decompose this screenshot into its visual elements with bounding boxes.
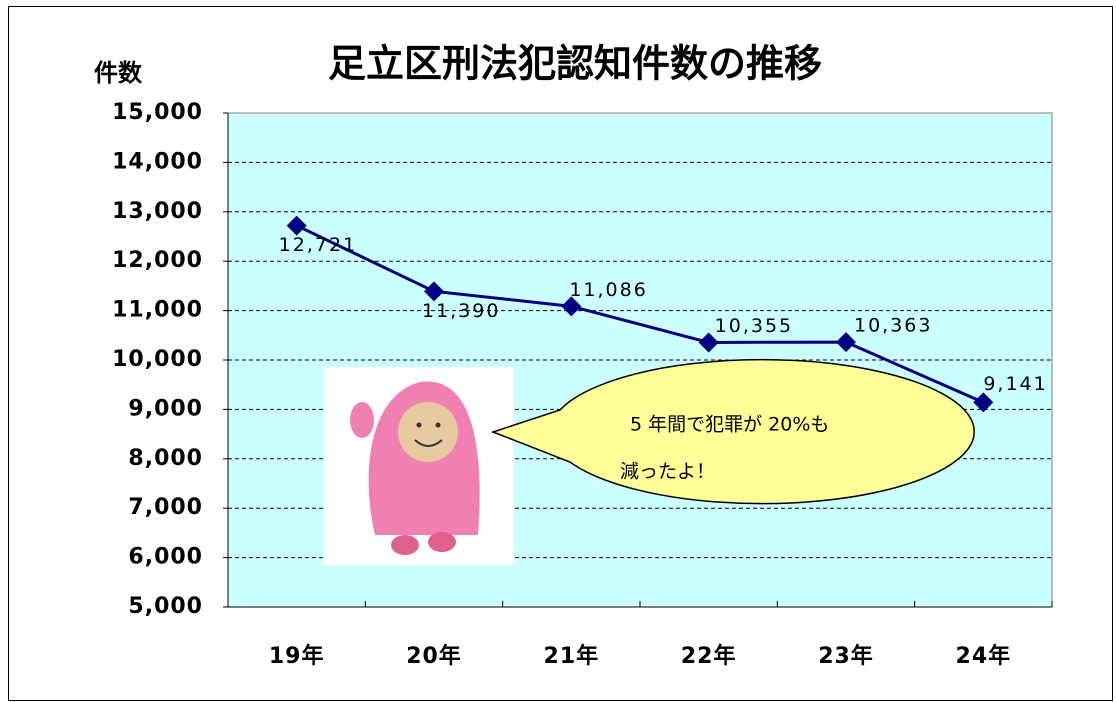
mascot-foot	[428, 532, 456, 552]
y-tick-label: 7,000	[128, 495, 203, 520]
mascot-foot	[391, 535, 419, 555]
data-label: 10,355	[715, 315, 793, 337]
x-tick-label: 24年	[956, 643, 1012, 669]
mascot-face	[398, 402, 458, 462]
x-tick-label: 23年	[818, 643, 874, 669]
callout-text: 減ったよ！	[620, 461, 715, 483]
mascot	[323, 367, 513, 565]
y-tick-label: 12,000	[112, 248, 203, 273]
y-axis-label: 件数	[94, 59, 143, 87]
data-label: 11,390	[422, 300, 500, 322]
x-tick-label: 21年	[544, 643, 600, 669]
data-label: 9,141	[983, 373, 1047, 395]
chart-title: 足立区刑法犯認知件数の推移	[328, 42, 822, 86]
callout-text: 5 年間で犯罪が 20%も	[630, 414, 829, 436]
mascot-eye	[417, 423, 422, 428]
data-label: 11,086	[569, 279, 647, 301]
y-tick-label: 10,000	[112, 347, 203, 372]
x-tick-label: 22年	[681, 643, 737, 669]
mascot-eye	[436, 423, 441, 428]
y-tick-label: 15,000	[112, 100, 203, 125]
y-tick-label: 13,000	[112, 199, 203, 224]
mascot-arm	[350, 402, 374, 438]
x-tick-label: 19年	[269, 643, 325, 669]
data-label: 10,363	[854, 315, 932, 337]
chart: 足立区刑法犯認知件数の推移 件数 5,000 6,000 7,000 8,000 9,0…	[0, 0, 1116, 702]
y-tick-label: 9,000	[128, 396, 203, 421]
y-tick-label: 8,000	[128, 446, 203, 471]
y-tick-label: 6,000	[128, 545, 203, 570]
x-tick-label: 20年	[406, 643, 462, 669]
y-tick-label: 5,000	[128, 594, 203, 619]
data-label: 12,721	[279, 234, 357, 256]
y-tick-label: 11,000	[112, 298, 203, 323]
y-tick-label: 14,000	[112, 149, 203, 174]
